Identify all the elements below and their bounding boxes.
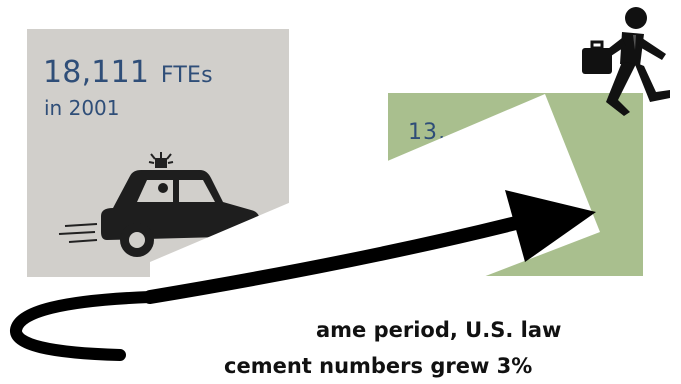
left-stat-number: 18,111 <box>43 55 150 90</box>
caption-line-1: ame period, U.S. law <box>316 318 562 342</box>
left-stat-year: in 2001 <box>44 96 120 120</box>
left-stat-unit: FTEs <box>160 63 213 88</box>
caption-line-2: cement numbers grew 3% <box>224 354 533 378</box>
left-stat-value: 18,111 FTEs <box>43 55 213 90</box>
running-businessman-icon <box>570 4 680 116</box>
